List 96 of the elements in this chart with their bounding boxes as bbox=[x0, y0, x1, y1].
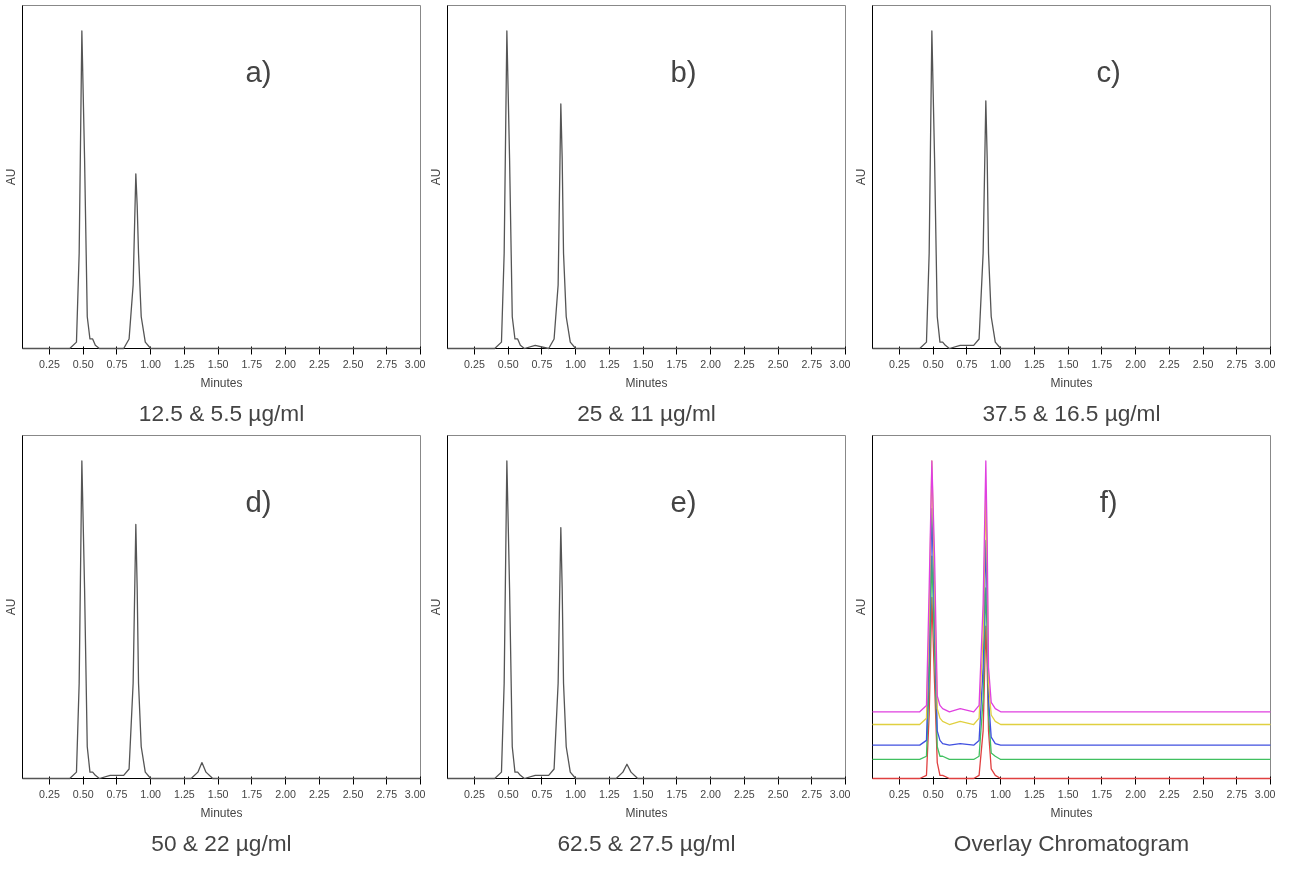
x-tick-label: 2.75 bbox=[1226, 357, 1248, 370]
y-axis-title: AU bbox=[853, 168, 868, 186]
x-tick-label: 2.00 bbox=[275, 357, 297, 370]
y-axis-title: AU bbox=[428, 168, 443, 186]
x-axis-title: Minutes bbox=[200, 375, 243, 390]
x-tick-label: 1.00 bbox=[990, 787, 1012, 800]
x-tick-label: 1.25 bbox=[174, 357, 195, 370]
x-tick-label: 0.75 bbox=[106, 787, 128, 800]
x-axis-title: Minutes bbox=[625, 805, 668, 820]
x-tick-label: 2.00 bbox=[700, 787, 722, 800]
x-tick-label: 1.50 bbox=[632, 787, 654, 800]
x-tick-label: 0.25 bbox=[39, 787, 60, 800]
text: 50 & 22 µg/ml bbox=[151, 829, 292, 856]
x-tick-label: 1.50 bbox=[1057, 357, 1079, 370]
text: 25 & 11 µg/ml bbox=[577, 399, 716, 426]
x-axis-title: Minutes bbox=[625, 375, 668, 390]
x-tick-label: 1.50 bbox=[207, 787, 229, 800]
x-tick-label: 0.75 bbox=[531, 357, 553, 370]
x-tick-label: 1.75 bbox=[1091, 787, 1113, 800]
text: 62.5 & 27.5 µg/ml bbox=[557, 829, 736, 856]
x-tick-label: 1.00 bbox=[565, 787, 587, 800]
x-tick-label: 3.00 bbox=[1254, 357, 1276, 370]
x-axis-title: Minutes bbox=[1050, 375, 1093, 390]
text: a) bbox=[245, 55, 272, 89]
x-tick-label: 2.50 bbox=[342, 787, 364, 800]
x-tick-label: 2.25 bbox=[1158, 787, 1180, 800]
text: d) bbox=[245, 485, 272, 519]
x-tick-label: 3.00 bbox=[829, 787, 851, 800]
x-tick-label: 1.50 bbox=[632, 357, 654, 370]
y-axis-title: AU bbox=[853, 598, 868, 616]
y-axis-title: AU bbox=[3, 598, 18, 616]
x-tick-label: 2.00 bbox=[275, 787, 297, 800]
x-axis-title: Minutes bbox=[1050, 805, 1093, 820]
x-tick-label: 1.75 bbox=[241, 357, 263, 370]
x-tick-label: 2.75 bbox=[801, 787, 823, 800]
x-tick-label: 2.25 bbox=[1158, 357, 1180, 370]
x-tick-label: 1.25 bbox=[1024, 357, 1045, 370]
x-tick-label: 2.50 bbox=[767, 357, 789, 370]
x-tick-label: 1.50 bbox=[1057, 787, 1079, 800]
x-tick-label: 1.75 bbox=[666, 787, 688, 800]
x-tick-label: 1.25 bbox=[599, 787, 620, 800]
x-tick-label: 2.50 bbox=[342, 357, 364, 370]
x-tick-label: 0.50 bbox=[72, 787, 94, 800]
x-tick-label: 0.75 bbox=[956, 787, 978, 800]
text: b) bbox=[670, 55, 697, 89]
text: 12.5 & 5.5 µg/ml bbox=[138, 399, 305, 426]
x-tick-label: 0.25 bbox=[464, 787, 485, 800]
x-tick-label: 2.00 bbox=[700, 357, 722, 370]
x-tick-label: 0.25 bbox=[889, 787, 910, 800]
x-tick-label: 1.75 bbox=[666, 357, 688, 370]
x-tick-label: 1.75 bbox=[1091, 357, 1113, 370]
x-tick-label: 0.25 bbox=[889, 357, 910, 370]
x-tick-label: 2.75 bbox=[376, 787, 398, 800]
x-tick-label: 2.50 bbox=[1192, 357, 1214, 370]
y-axis-title: AU bbox=[3, 168, 18, 186]
x-tick-label: 2.50 bbox=[1192, 787, 1214, 800]
x-tick-label: 1.75 bbox=[241, 787, 263, 800]
x-tick-label: 3.00 bbox=[829, 357, 851, 370]
text: Overlay Chromatogram bbox=[953, 829, 1190, 856]
x-tick-label: 2.25 bbox=[733, 357, 755, 370]
x-tick-label: 0.50 bbox=[497, 357, 519, 370]
x-tick-label: 2.25 bbox=[733, 787, 755, 800]
text: c) bbox=[1096, 55, 1121, 89]
x-tick-label: 2.75 bbox=[1226, 787, 1248, 800]
x-tick-label: 1.25 bbox=[599, 357, 620, 370]
x-tick-label: 0.75 bbox=[106, 357, 128, 370]
x-tick-label: 2.25 bbox=[308, 787, 330, 800]
x-tick-label: 1.00 bbox=[140, 357, 162, 370]
x-tick-label: 2.75 bbox=[376, 357, 398, 370]
x-tick-label: 2.25 bbox=[308, 357, 330, 370]
x-tick-label: 2.00 bbox=[1125, 357, 1147, 370]
x-tick-label: 3.00 bbox=[404, 787, 426, 800]
x-tick-label: 0.25 bbox=[464, 357, 485, 370]
x-tick-label: 1.50 bbox=[207, 357, 229, 370]
x-tick-label: 1.00 bbox=[140, 787, 162, 800]
x-tick-label: 3.00 bbox=[1254, 787, 1276, 800]
x-tick-label: 1.25 bbox=[174, 787, 195, 800]
x-tick-label: 2.00 bbox=[1125, 787, 1147, 800]
x-tick-label: 2.75 bbox=[801, 357, 823, 370]
text: e) bbox=[670, 485, 697, 519]
x-tick-label: 1.00 bbox=[565, 357, 587, 370]
x-tick-label: 0.50 bbox=[72, 357, 94, 370]
x-tick-label: 1.00 bbox=[990, 357, 1012, 370]
x-tick-label: 0.50 bbox=[922, 787, 944, 800]
text: 37.5 & 16.5 µg/ml bbox=[982, 399, 1161, 426]
x-tick-label: 0.75 bbox=[531, 787, 553, 800]
x-tick-label: 0.25 bbox=[39, 357, 60, 370]
x-tick-label: 0.50 bbox=[497, 787, 519, 800]
x-tick-label: 0.50 bbox=[922, 357, 944, 370]
x-tick-label: 2.50 bbox=[767, 787, 789, 800]
x-tick-label: 3.00 bbox=[404, 357, 426, 370]
text: f) bbox=[1099, 485, 1118, 519]
x-tick-label: 1.25 bbox=[1024, 787, 1045, 800]
x-tick-label: 0.75 bbox=[956, 357, 978, 370]
y-axis-title: AU bbox=[428, 598, 443, 616]
x-axis-title: Minutes bbox=[200, 805, 243, 820]
